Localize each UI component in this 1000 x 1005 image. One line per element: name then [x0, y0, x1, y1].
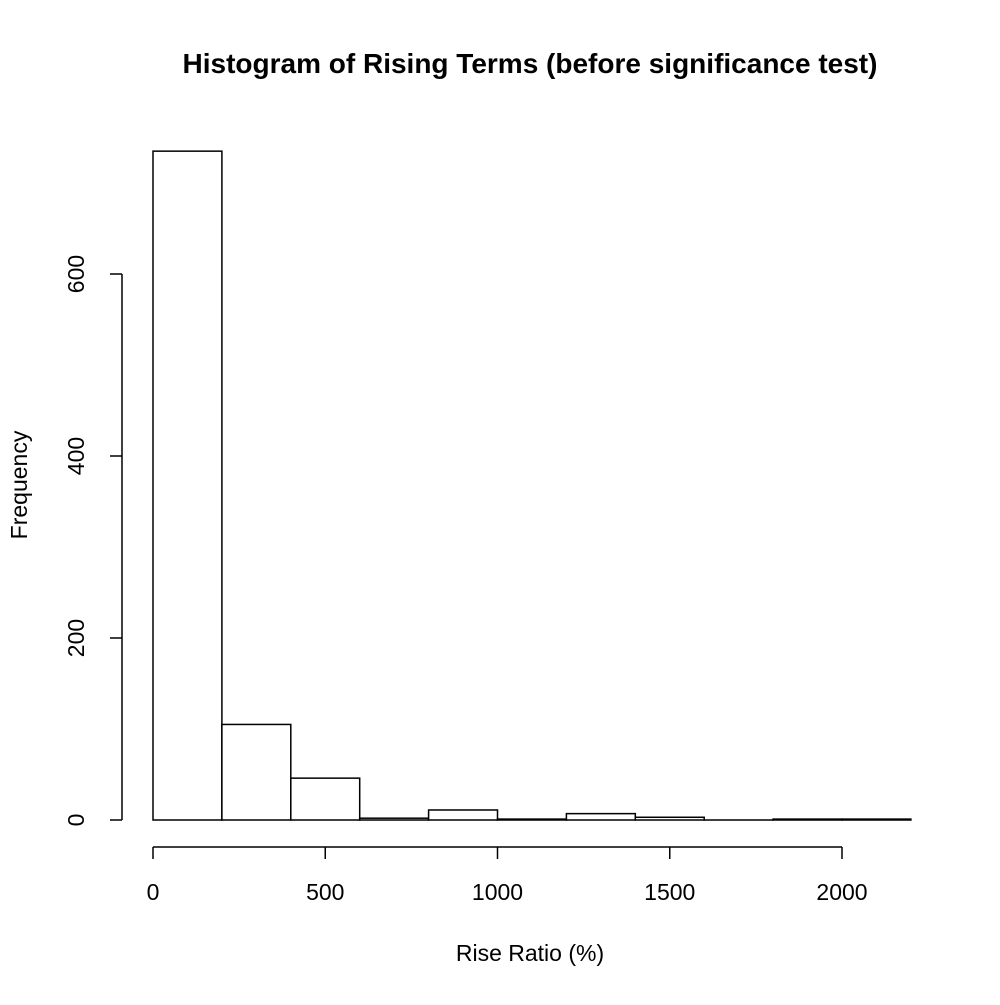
histogram-bar-6 — [566, 814, 635, 820]
bars-group — [153, 151, 911, 820]
x-tick-label-4: 2000 — [816, 879, 867, 905]
x-tick-label-0: 0 — [147, 879, 160, 905]
y-axis: 0 200 400 600 — [63, 255, 122, 827]
histogram-bar-2 — [291, 778, 360, 820]
x-tick-label-1: 500 — [306, 879, 344, 905]
histogram-bar-7 — [635, 817, 704, 820]
histogram-bar-3 — [360, 818, 429, 820]
x-tick-label-3: 1500 — [644, 879, 695, 905]
y-tick-label-3: 600 — [63, 255, 89, 293]
chart-title: Histogram of Rising Terms (before signif… — [183, 48, 878, 79]
y-tick-label-1: 200 — [63, 619, 89, 657]
histogram-bar-10 — [842, 819, 911, 820]
histogram-bar-9 — [773, 819, 842, 820]
x-axis: 0 500 1000 1500 2000 — [147, 847, 868, 905]
histogram-bar-4 — [429, 810, 498, 820]
x-axis-label: Rise Ratio (%) — [456, 940, 604, 966]
y-axis-label: Frequency — [6, 430, 32, 539]
y-tick-label-0: 0 — [63, 814, 89, 827]
histogram-bar-5 — [498, 819, 567, 820]
histogram-bar-1 — [222, 724, 291, 820]
histogram-bar-0 — [153, 151, 222, 820]
x-tick-label-2: 1000 — [472, 879, 523, 905]
y-tick-label-2: 400 — [63, 437, 89, 475]
